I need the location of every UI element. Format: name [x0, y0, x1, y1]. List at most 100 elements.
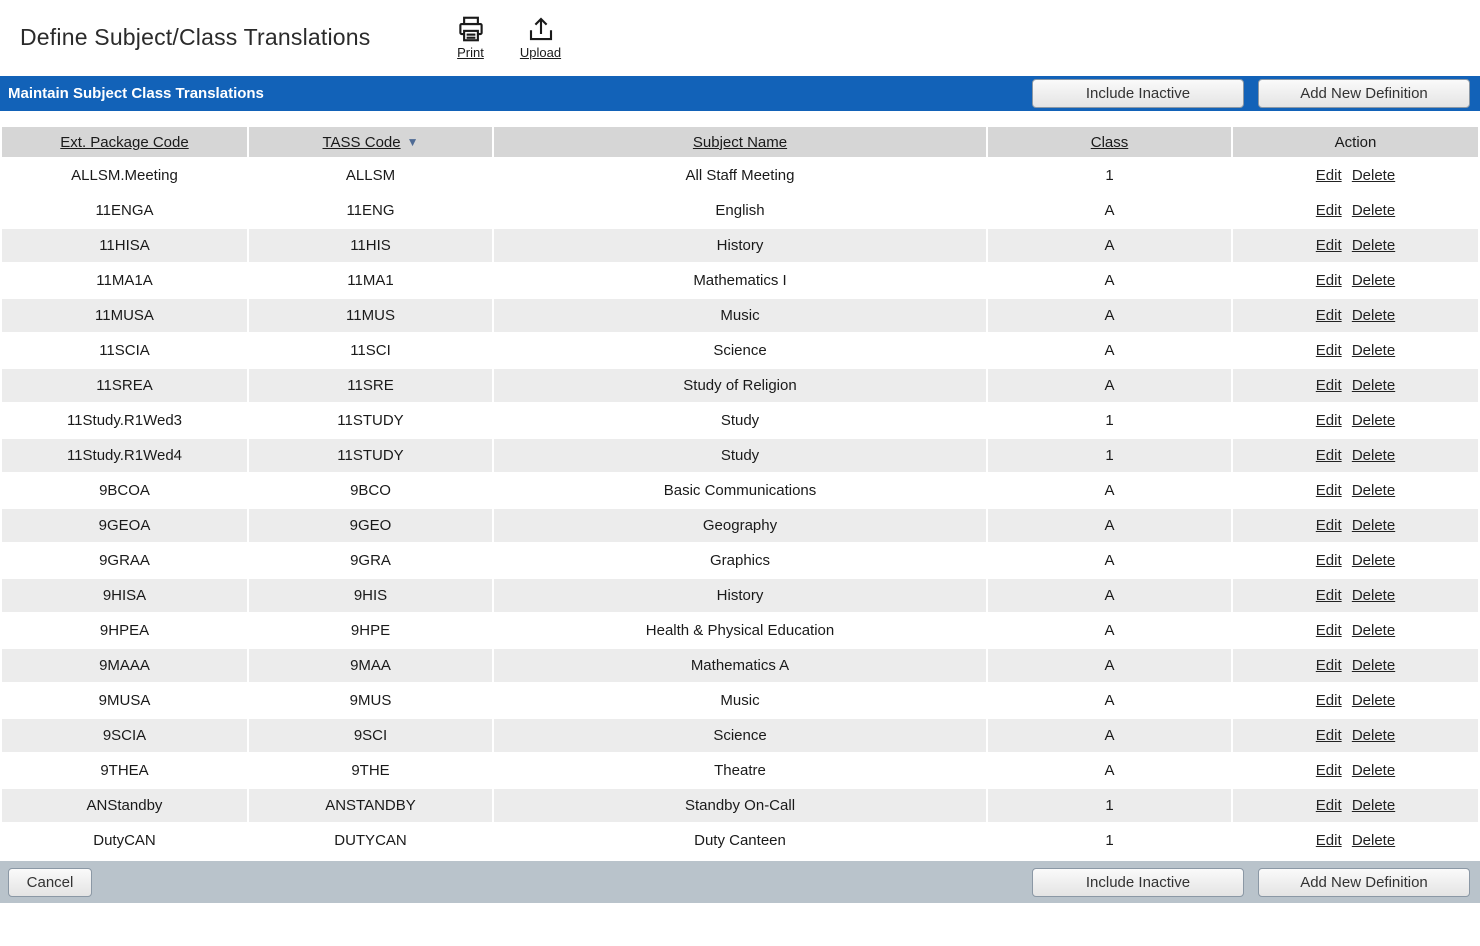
subject-name-cell: Theatre — [494, 754, 986, 787]
class-cell: A — [988, 334, 1231, 367]
translations-table: Ext. Package Code TASS Code ▼ Subject Nam… — [0, 125, 1480, 859]
upload-label[interactable]: Upload — [519, 45, 562, 60]
delete-link[interactable]: Delete — [1351, 447, 1396, 464]
delete-link[interactable]: Delete — [1351, 692, 1396, 709]
table-row: 9HPEA 9HPE Health & Physical Education A Edi… — [2, 614, 1478, 647]
edit-link[interactable]: Edit — [1315, 377, 1342, 394]
ext-package-code-cell: DutyCAN — [2, 824, 247, 857]
edit-link[interactable]: Edit — [1315, 762, 1342, 779]
edit-link[interactable]: Edit — [1315, 727, 1342, 744]
class-cell: 1 — [988, 824, 1231, 857]
add-new-definition-button-top[interactable]: Add New Definition — [1258, 79, 1470, 108]
subject-name-cell: Science — [494, 719, 986, 752]
edit-link[interactable]: Edit — [1315, 657, 1342, 674]
subject-name-cell: Music — [494, 684, 986, 717]
cancel-button[interactable]: Cancel — [8, 867, 92, 897]
class-cell: 1 — [988, 789, 1231, 822]
delete-link[interactable]: Delete — [1351, 237, 1396, 254]
subject-name-cell: Graphics — [494, 544, 986, 577]
subject-name-cell: History — [494, 229, 986, 262]
edit-link[interactable]: Edit — [1315, 167, 1342, 184]
subject-name-cell: English — [494, 194, 986, 227]
print-label[interactable]: Print — [457, 45, 484, 60]
edit-link[interactable]: Edit — [1315, 832, 1342, 849]
delete-link[interactable]: Delete — [1351, 832, 1396, 849]
delete-link[interactable]: Delete — [1351, 797, 1396, 814]
upload-button[interactable]: Upload — [517, 14, 565, 60]
delete-link[interactable]: Delete — [1351, 272, 1396, 289]
delete-link[interactable]: Delete — [1351, 482, 1396, 499]
column-header-ext-package-code[interactable]: Ext. Package Code — [2, 127, 247, 157]
action-cell: Edit Delete — [1233, 544, 1478, 577]
delete-link[interactable]: Delete — [1351, 727, 1396, 744]
edit-link[interactable]: Edit — [1315, 797, 1342, 814]
edit-link[interactable]: Edit — [1315, 202, 1342, 219]
ext-package-code-cell: ANStandby — [2, 789, 247, 822]
edit-link[interactable]: Edit — [1315, 447, 1342, 464]
table-row: 11MUSA 11MUS Music A Edit Delete — [2, 299, 1478, 332]
edit-link[interactable]: Edit — [1315, 307, 1342, 324]
tass-code-cell: 11SCI — [249, 334, 492, 367]
action-cell: Edit Delete — [1233, 824, 1478, 857]
subject-name-cell: Mathematics A — [494, 649, 986, 682]
edit-link[interactable]: Edit — [1315, 482, 1342, 499]
edit-link[interactable]: Edit — [1315, 412, 1342, 429]
delete-link[interactable]: Delete — [1351, 167, 1396, 184]
action-cell: Edit Delete — [1233, 264, 1478, 297]
table-row: ALLSM.Meeting ALLSM All Staff Meeting 1 Edit… — [2, 159, 1478, 192]
action-cell: Edit Delete — [1233, 754, 1478, 787]
include-inactive-button-bottom[interactable]: Include Inactive — [1032, 867, 1244, 897]
table-row: 11Study.R1Wed3 11STUDY Study 1 Edit Delete — [2, 404, 1478, 437]
subject-name-cell: Mathematics I — [494, 264, 986, 297]
section-title: Maintain Subject Class Translations — [8, 85, 264, 102]
edit-link[interactable]: Edit — [1315, 622, 1342, 639]
delete-link[interactable]: Delete — [1351, 342, 1396, 359]
delete-link[interactable]: Delete — [1351, 762, 1396, 779]
delete-link[interactable]: Delete — [1351, 657, 1396, 674]
class-cell: A — [988, 509, 1231, 542]
edit-link[interactable]: Edit — [1315, 237, 1342, 254]
include-inactive-button-top[interactable]: Include Inactive — [1032, 79, 1244, 108]
class-cell: A — [988, 229, 1231, 262]
tass-code-cell: 9GRA — [249, 544, 492, 577]
tass-code-cell: 9THE — [249, 754, 492, 787]
edit-link[interactable]: Edit — [1315, 552, 1342, 569]
column-header-class[interactable]: Class — [988, 127, 1231, 157]
column-header-tass-code[interactable]: TASS Code ▼ — [249, 127, 492, 157]
ext-package-code-cell: 11HISA — [2, 229, 247, 262]
action-cell: Edit Delete — [1233, 789, 1478, 822]
sort-desc-icon: ▼ — [406, 134, 419, 149]
column-header-subject-name[interactable]: Subject Name — [494, 127, 986, 157]
edit-link[interactable]: Edit — [1315, 272, 1342, 289]
delete-link[interactable]: Delete — [1351, 412, 1396, 429]
upload-icon — [526, 14, 556, 44]
class-cell: A — [988, 194, 1231, 227]
delete-link[interactable]: Delete — [1351, 202, 1396, 219]
action-cell: Edit Delete — [1233, 439, 1478, 472]
tass-code-cell: ALLSM — [249, 159, 492, 192]
edit-link[interactable]: Edit — [1315, 692, 1342, 709]
tass-code-cell: 11ENG — [249, 194, 492, 227]
table-header-row: Ext. Package Code TASS Code ▼ Subject Nam… — [2, 127, 1478, 157]
delete-link[interactable]: Delete — [1351, 517, 1396, 534]
ext-package-code-cell: 9GRAA — [2, 544, 247, 577]
delete-link[interactable]: Delete — [1351, 307, 1396, 324]
tass-code-cell: 9MAA — [249, 649, 492, 682]
class-cell: A — [988, 264, 1231, 297]
delete-link[interactable]: Delete — [1351, 587, 1396, 604]
ext-package-code-cell: ALLSM.Meeting — [2, 159, 247, 192]
delete-link[interactable]: Delete — [1351, 552, 1396, 569]
edit-link[interactable]: Edit — [1315, 342, 1342, 359]
tass-code-cell: ANSTANDBY — [249, 789, 492, 822]
table-row: 9HISA 9HIS History A Edit Delete — [2, 579, 1478, 612]
delete-link[interactable]: Delete — [1351, 377, 1396, 394]
edit-link[interactable]: Edit — [1315, 517, 1342, 534]
add-new-definition-button-bottom[interactable]: Add New Definition — [1258, 867, 1470, 897]
delete-link[interactable]: Delete — [1351, 622, 1396, 639]
print-button[interactable]: Print — [447, 14, 495, 60]
edit-link[interactable]: Edit — [1315, 587, 1342, 604]
subject-name-cell: Study of Religion — [494, 369, 986, 402]
class-cell: 1 — [988, 159, 1231, 192]
action-cell: Edit Delete — [1233, 579, 1478, 612]
ext-package-code-cell: 9SCIA — [2, 719, 247, 752]
